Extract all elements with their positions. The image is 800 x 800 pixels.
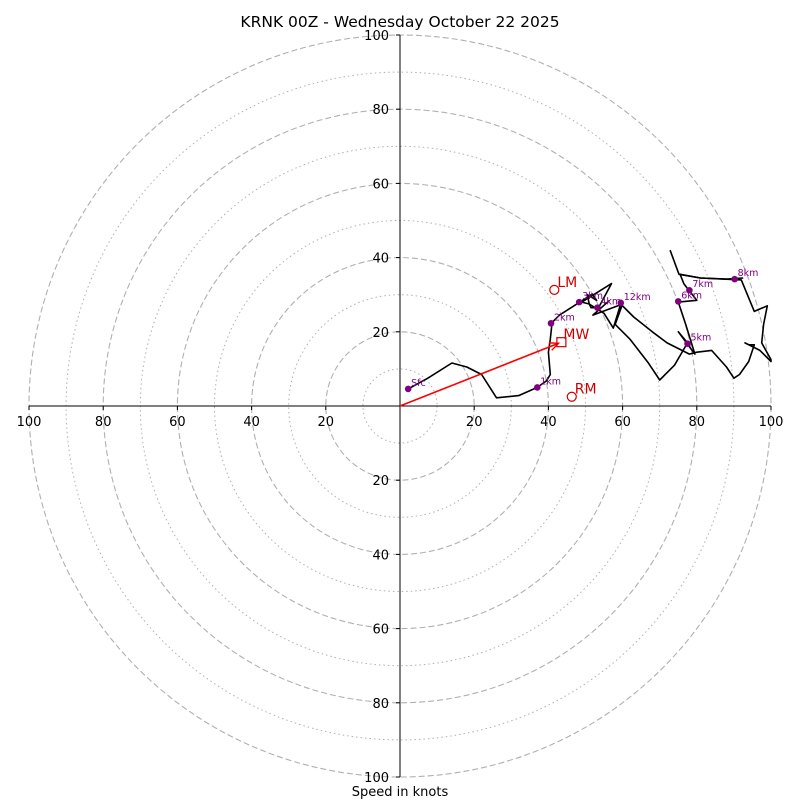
- y-tick-label: 60: [372, 177, 389, 192]
- y-tick-label: 60: [372, 623, 389, 638]
- right-mover-label: RM: [575, 382, 597, 398]
- y-tick-label: 100: [364, 29, 389, 44]
- x-tick-label: 100: [17, 415, 42, 430]
- x-tick-label: 20: [318, 415, 335, 430]
- height-marker-6km: [674, 298, 682, 305]
- right-mover-marker: [566, 391, 577, 402]
- x-tick-label: 20: [466, 415, 483, 430]
- mean-wind-marker: [556, 337, 567, 348]
- left-mover-label: LM: [557, 275, 577, 291]
- y-tick-label: 80: [372, 103, 389, 118]
- axis-ticks: 100 80 60 40 20 20 40 60 80 100 100 80 60 40 20 20 40 60 8…: [17, 29, 784, 786]
- mean-wind-vector: [399, 342, 559, 407]
- hodograph-line: [407, 273, 772, 399]
- height-label-Sfc: Sfc: [411, 378, 426, 389]
- y-tick-label: 100: [364, 771, 389, 786]
- height-marker-5km: [684, 340, 691, 347]
- storm-motion-markers: MW LM RM: [549, 275, 597, 402]
- height-label-2km: 2km: [554, 312, 575, 323]
- x-tick-label: 40: [243, 415, 260, 430]
- height-label-1km: 1km: [540, 376, 561, 387]
- y-tick-label: 20: [372, 326, 389, 341]
- height-marker-1km: [533, 384, 541, 391]
- y-tick-label: 20: [372, 474, 389, 489]
- x-tick-label: 80: [95, 415, 112, 430]
- x-axis-label: Speed in knots: [352, 785, 449, 800]
- y-tick-label: 80: [372, 697, 389, 712]
- x-tick-label: 60: [614, 415, 631, 430]
- height-label-5km: 5km: [691, 333, 712, 344]
- height-marker-Sfc: [404, 385, 412, 393]
- x-tick-label: 40: [540, 415, 557, 430]
- x-tick-label: 80: [689, 415, 706, 430]
- height-label-4km: 4km: [600, 297, 621, 308]
- chart-title: KRNK 00Z - Wednesday October 22 2025: [240, 13, 559, 31]
- height-marker-8km: [731, 275, 738, 283]
- height-marker-4km: [594, 304, 601, 311]
- height-label-12km: 12km: [624, 292, 651, 303]
- left-mover-marker: [549, 284, 560, 295]
- height-label-3km: 3km: [582, 291, 603, 302]
- height-label-6km: 6km: [681, 290, 702, 301]
- height-marker-7km: [686, 286, 693, 294]
- height-label-8km: 8km: [738, 268, 759, 279]
- x-tick-label: 100: [759, 415, 784, 430]
- height-label-7km: 7km: [692, 279, 713, 290]
- y-tick-label: 40: [372, 548, 389, 563]
- y-tick-label: 40: [372, 252, 389, 267]
- x-tick-label: 60: [169, 415, 186, 430]
- height-marker-3km: [575, 298, 583, 306]
- mean-wind-label: MW: [563, 327, 589, 343]
- height-marker-12km: [617, 299, 625, 307]
- height-marker-2km: [547, 319, 555, 327]
- mean-wind-arrowhead: [548, 342, 561, 351]
